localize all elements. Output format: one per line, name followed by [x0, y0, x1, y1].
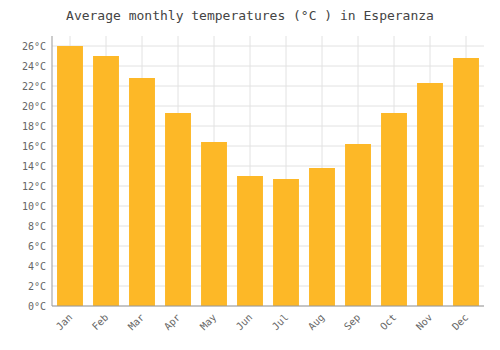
x-tick-label: May	[198, 312, 219, 333]
y-axis-line	[52, 36, 53, 306]
x-tick-label: Nov	[414, 312, 435, 333]
x-tick-label: Sep	[342, 312, 363, 333]
x-tick-label: Apr	[162, 312, 183, 333]
bar	[417, 83, 443, 306]
bar	[381, 113, 407, 306]
y-tick-label: 14°C	[22, 161, 46, 172]
x-tick-label: Mar	[126, 312, 147, 333]
chart-svg: Average monthly temperatures (°C ) in Es…	[0, 0, 500, 350]
y-tick-label: 26°C	[22, 41, 46, 52]
bar	[129, 78, 155, 306]
x-tick-label: Jun	[234, 312, 255, 333]
bar	[165, 113, 191, 306]
y-tick-label: 0°C	[28, 301, 46, 312]
x-tick-label: Jul	[270, 312, 291, 333]
y-grid-line	[52, 306, 484, 307]
bar	[93, 56, 119, 306]
bar	[237, 176, 263, 306]
y-tick-label: 10°C	[22, 201, 46, 212]
y-tick-label: 18°C	[22, 121, 46, 132]
y-tick-label: 6°C	[28, 241, 46, 252]
chart-container: Average monthly temperatures (°C ) in Es…	[0, 0, 500, 350]
bar	[57, 46, 83, 306]
bar	[201, 142, 227, 306]
y-tick-label: 20°C	[22, 101, 46, 112]
x-tick-label: Aug	[306, 312, 327, 333]
bar	[309, 168, 335, 306]
y-tick-label: 4°C	[28, 261, 46, 272]
y-tick-label: 16°C	[22, 141, 46, 152]
bars	[57, 46, 479, 306]
y-tick-label: 2°C	[28, 281, 46, 292]
bar	[345, 144, 371, 306]
y-tick-label: 8°C	[28, 221, 46, 232]
y-tick-label: 22°C	[22, 81, 46, 92]
y-tick-label: 24°C	[22, 61, 46, 72]
x-tick-label: Feb	[90, 312, 111, 333]
x-axis-line	[52, 306, 484, 307]
x-tick-label: Oct	[378, 312, 399, 333]
y-tick-label: 12°C	[22, 181, 46, 192]
title: Average monthly temperatures (°C ) in Es…	[66, 8, 434, 23]
x-tick-label: Jan	[54, 312, 75, 333]
x-tick-label: Dec	[450, 312, 471, 333]
bar	[273, 179, 299, 306]
bar	[453, 58, 479, 306]
y-grid-line	[52, 46, 484, 47]
grid	[52, 36, 484, 306]
